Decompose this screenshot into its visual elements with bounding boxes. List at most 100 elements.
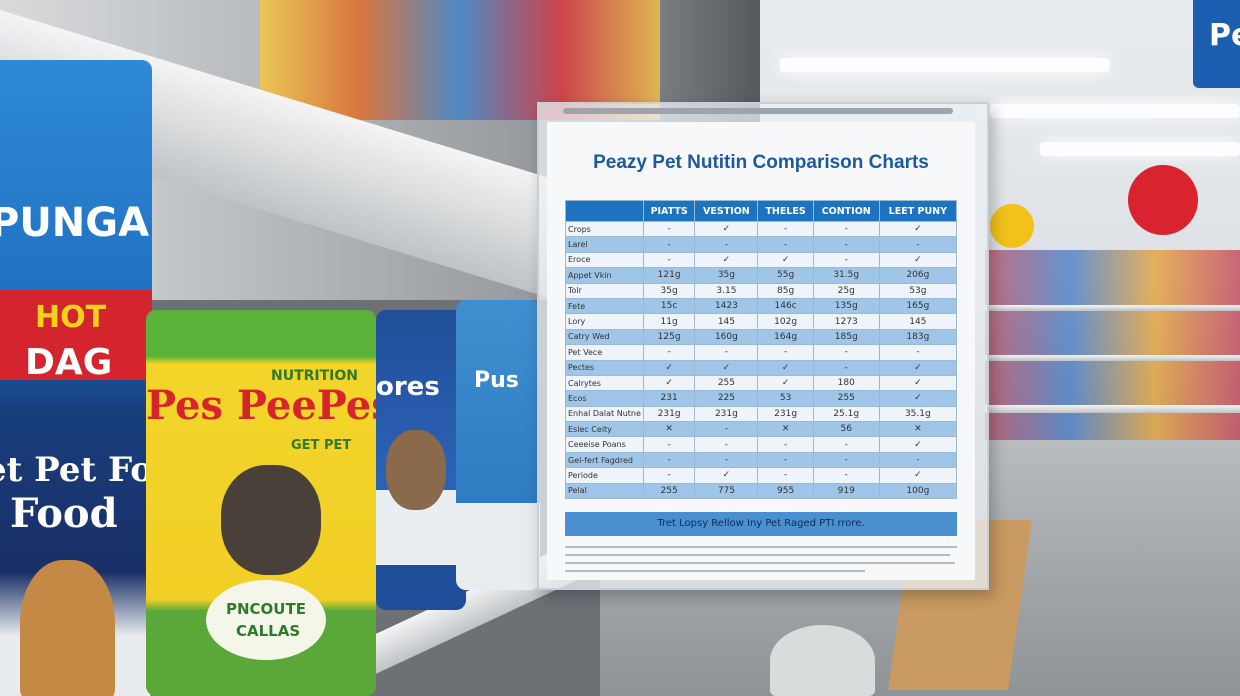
table-cell: 25.1g <box>812 405 880 423</box>
table-cell: 55g <box>757 267 814 284</box>
table-cell: - <box>757 344 814 361</box>
table-cell: ✓ <box>642 359 696 376</box>
column-header: LEET PUNY <box>878 200 958 222</box>
table-cell: 183g <box>878 328 958 346</box>
table-cell: ✓ <box>694 467 759 484</box>
package-text: ores <box>376 372 440 402</box>
row-label: Appet Vkin <box>565 267 644 284</box>
puppy <box>20 560 115 696</box>
table-cell: 100g <box>878 482 958 500</box>
package-text: HOT <box>35 300 107 335</box>
row-label: Ecos <box>565 390 644 407</box>
table-cell: ✓ <box>757 359 814 376</box>
table-cell: 231 <box>642 390 696 407</box>
header-row: PIATTS VESTION THELES CONTION LEET PUNY <box>565 200 958 222</box>
store-sign: Pe <box>1193 0 1240 88</box>
table-cell: ✕ <box>757 421 814 438</box>
table-cell: 3.15 <box>694 282 759 299</box>
table-cell: 121g <box>642 267 696 284</box>
table-row: Pectes ✓ ✓ ✓ - ✓ <box>565 359 958 376</box>
table-cell: 255 <box>694 374 759 392</box>
table-cell: - <box>757 451 814 469</box>
sign-holder: Peazy Pet Nutitin Comparison Charts PIAT… <box>537 102 989 590</box>
table-row: Catry Wed 125g 160g 164g 185g 183g <box>565 328 958 346</box>
table-row: Pet Vece - - - - - <box>565 344 958 361</box>
header-corner <box>565 200 644 222</box>
promo-disc <box>990 204 1034 248</box>
column-header: CONTION <box>812 200 880 222</box>
fine-print <box>565 562 955 564</box>
table-cell: 85g <box>757 282 814 299</box>
table-cell: 231g <box>694 405 759 423</box>
table-cell: ✓ <box>878 251 958 269</box>
row-label: Enhal Dalat Nutne <box>565 405 644 423</box>
package-text: GET PET <box>291 438 352 453</box>
row-label: Eroce <box>565 251 644 269</box>
table-cell: 145 <box>878 313 958 330</box>
upper-goods <box>260 0 660 120</box>
table-cell: 1273 <box>812 313 880 330</box>
table-cell: - <box>812 436 880 453</box>
table-cell: - <box>642 451 696 469</box>
bucket <box>770 625 875 696</box>
table-cell: 102g <box>757 313 814 330</box>
fine-print <box>565 546 957 548</box>
table-cell: - <box>642 436 696 453</box>
badge <box>206 580 326 660</box>
table-footer: Tret Lopsy Rellow Iny Pet Raged PTI rror… <box>565 512 957 536</box>
table-cell: 206g <box>878 267 958 284</box>
cat-food-bag: NUTRITION Pes PeePes GET PET PNCOUTE CAL… <box>146 310 376 696</box>
table-cell: - <box>812 236 880 253</box>
table-row: Crops - ✓ - - ✓ <box>565 220 958 238</box>
table-cell: - <box>757 436 814 453</box>
table-cell: - <box>812 359 880 376</box>
table-cell: ✓ <box>878 436 958 453</box>
ceiling-light <box>780 58 1110 72</box>
table-row: Enhal Dalat Nutne 231g 231g 231g 25.1g 35.1g <box>565 405 958 423</box>
row-label: Pelal <box>565 482 644 500</box>
table-cell: - <box>812 344 880 361</box>
column-header: THELES <box>757 200 814 222</box>
table-cell: 160g <box>694 328 759 346</box>
table-cell: ✓ <box>878 220 958 238</box>
package-text: Pes PeePes <box>146 382 376 429</box>
label-band <box>0 290 152 380</box>
table-cell: - <box>878 451 958 469</box>
table-row: Fete 15c 1423 146c 135g 165g <box>565 297 958 315</box>
table-cell: - <box>878 236 958 253</box>
table-cell: ✓ <box>694 359 759 376</box>
sheet-title: Peazy Pet Nutitin Comparison Charts <box>593 152 929 173</box>
package-text: DAG <box>25 342 113 383</box>
table-row: Eslec Ceity ✕ - ✕ 56 ✕ <box>565 421 958 438</box>
table-cell: 231g <box>757 405 814 423</box>
table-cell: 955 <box>757 482 814 500</box>
table-cell: - <box>694 236 759 253</box>
table-cell: 919 <box>812 482 880 500</box>
row-label: Tolr <box>565 282 644 299</box>
table-row: Periode - ✓ - - ✓ <box>565 467 958 484</box>
fine-print <box>565 570 865 572</box>
table-row: Ecos 231 225 53 255 ✓ <box>565 390 958 407</box>
table-cell: 35g <box>642 282 696 299</box>
table-cell: 135g <box>812 297 880 315</box>
row-label: Eslec Ceity <box>565 421 644 438</box>
fine-print <box>565 554 950 556</box>
package-text: PNCOUTE <box>226 600 306 618</box>
table-cell: - <box>878 344 958 361</box>
table-cell: 255 <box>812 390 880 407</box>
table-row: Gel-fert Fagdred - - - - - <box>565 451 958 469</box>
table-cell: 125g <box>642 328 696 346</box>
table-cell: 775 <box>694 482 759 500</box>
table-cell: 53g <box>878 282 958 299</box>
table-cell: ✓ <box>878 374 958 392</box>
table-row: Eroce - ✓ ✓ - ✓ <box>565 251 958 269</box>
table-cell: - <box>694 421 759 438</box>
table-cell: ✓ <box>878 390 958 407</box>
package-text: et Pet Fo <box>0 450 152 490</box>
table-cell: 31.5g <box>812 267 880 284</box>
table-cell: 146c <box>757 297 814 315</box>
cat-food-bag: Pus <box>456 300 540 590</box>
table-row: Calrytes ✓ 255 ✓ 180 ✓ <box>565 374 958 392</box>
cat <box>221 465 321 575</box>
